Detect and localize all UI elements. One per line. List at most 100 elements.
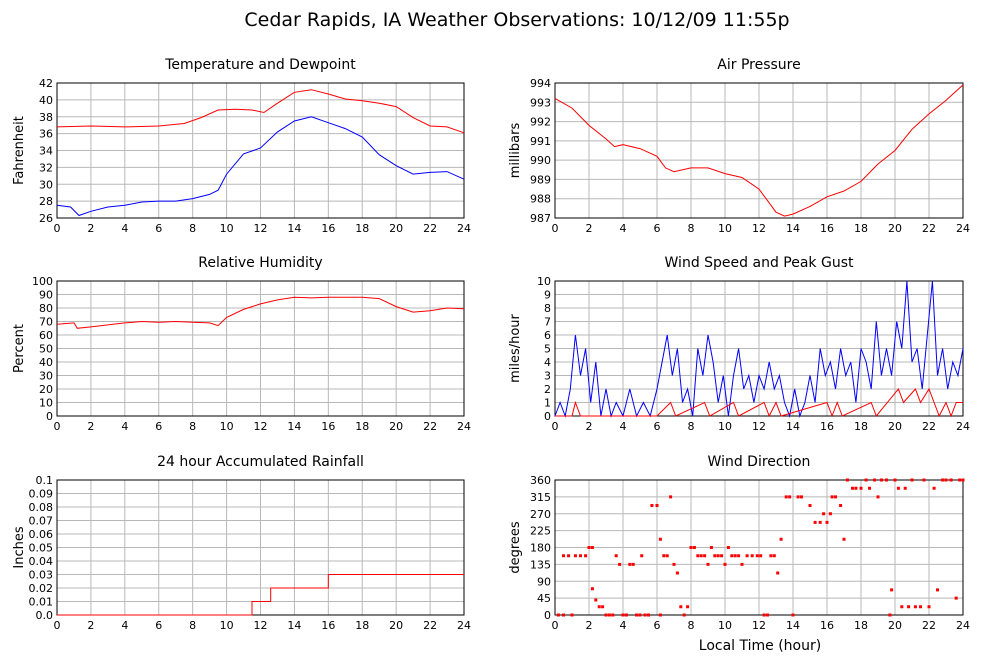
y-tick-label: 100 <box>32 275 53 288</box>
data-point <box>696 554 700 558</box>
x-tick-label: 2 <box>87 619 94 632</box>
x-tick-label: 10 <box>718 222 732 235</box>
data-point <box>868 486 871 490</box>
data-point <box>919 605 922 609</box>
x-tick-label: 14 <box>786 420 800 433</box>
y-tick-label: 6 <box>544 329 551 342</box>
y-tick-label: 991 <box>530 135 551 148</box>
data-point <box>900 605 904 609</box>
data-point <box>692 546 696 549</box>
data-point <box>791 613 795 617</box>
x-tick-label: 14 <box>287 222 301 235</box>
y-axis-label: Percent <box>12 324 27 373</box>
x-tick-label: 16 <box>820 619 834 632</box>
data-point <box>958 478 962 482</box>
data-point <box>830 495 834 499</box>
x-tick-label: 8 <box>688 619 695 632</box>
data-point <box>628 562 632 566</box>
data-point <box>755 554 759 558</box>
data-point <box>682 613 686 617</box>
x-tick-label: 22 <box>922 420 936 433</box>
x-tick-label: 16 <box>321 619 335 632</box>
data-point <box>662 554 666 558</box>
x-tick-label: 4 <box>620 420 627 433</box>
plot-frame <box>554 82 964 219</box>
data-point <box>759 554 763 558</box>
x-tick-label: 22 <box>922 222 936 235</box>
x-tick-label: 20 <box>888 619 902 632</box>
x-tick-label: 24 <box>457 420 471 433</box>
y-tick-label: 987 <box>530 212 551 225</box>
data-point <box>686 605 690 609</box>
data-point <box>699 554 703 558</box>
y-tick-label: 0.06 <box>29 528 54 541</box>
page-title: Cedar Rapids, IA Weather Observations: 1… <box>244 9 789 31</box>
x-tick-label: 8 <box>189 619 196 632</box>
data-point <box>772 554 776 558</box>
data-point <box>859 486 863 490</box>
data-point <box>713 554 717 558</box>
data-point <box>864 478 868 482</box>
y-tick-label: 28 <box>39 195 53 208</box>
data-point <box>650 504 654 507</box>
x-tick-label: 12 <box>254 420 268 433</box>
data-point <box>890 588 894 592</box>
y-tick-label: 315 <box>530 491 551 504</box>
plot-frame <box>56 280 465 417</box>
data-point <box>638 613 642 617</box>
y-tick-label: 34 <box>39 145 53 158</box>
data-point <box>944 478 948 482</box>
x-tick-label: 2 <box>586 619 593 632</box>
x-tick-label: 0 <box>552 420 559 433</box>
x-tick-label: 20 <box>888 222 902 235</box>
x-tick-label: 24 <box>956 420 970 433</box>
y-tick-label: 60 <box>39 329 53 342</box>
data-point <box>854 486 858 490</box>
x-tick-label: 10 <box>220 222 234 235</box>
x-tick-label: 12 <box>254 619 268 632</box>
x-tick-label: 18 <box>854 619 868 632</box>
data-point <box>594 598 598 602</box>
data-point <box>597 605 601 609</box>
y-tick-label: 0.07 <box>29 515 54 528</box>
x-tick-label: 2 <box>586 420 593 433</box>
x-tick-label: 12 <box>254 222 268 235</box>
y-tick-label: 3 <box>544 370 551 383</box>
data-point <box>879 478 883 482</box>
data-point <box>932 486 936 490</box>
x-tick-label: 16 <box>321 222 335 235</box>
x-tick-label: 2 <box>87 420 94 433</box>
data-point <box>839 504 843 507</box>
data-point <box>570 613 574 617</box>
series-line <box>56 116 465 217</box>
data-point <box>779 537 783 541</box>
data-point <box>740 562 744 566</box>
data-point <box>658 613 662 617</box>
x-tick-label: 14 <box>786 222 800 235</box>
data-point <box>709 546 713 549</box>
plot-frame <box>56 82 465 219</box>
x-tick-label: 8 <box>189 420 196 433</box>
data-point <box>624 613 628 617</box>
x-tick-label: 10 <box>220 619 234 632</box>
chart-panel: 0 2 4 6 8 10 12 14 16 18 20 22 240459013518022527031… <box>508 454 970 632</box>
data-point <box>776 571 780 575</box>
y-tick-label: 0 <box>544 609 551 622</box>
data-point <box>941 478 945 482</box>
x-tick-label: 14 <box>287 420 301 433</box>
x-tick-label: 16 <box>321 420 335 433</box>
data-point <box>556 613 560 617</box>
series-line <box>57 574 464 616</box>
y-tick-label: 40 <box>39 356 53 369</box>
data-point <box>643 613 647 617</box>
data-point <box>762 613 766 617</box>
y-tick-label: 80 <box>39 302 53 315</box>
x-tick-label: 20 <box>389 619 403 632</box>
y-tick-label: 30 <box>39 370 53 383</box>
data-point <box>818 520 822 524</box>
x-tick-label: 12 <box>752 420 766 433</box>
y-tick-label: 180 <box>530 542 551 555</box>
x-tick-label: 20 <box>888 420 902 433</box>
data-point <box>896 486 900 490</box>
